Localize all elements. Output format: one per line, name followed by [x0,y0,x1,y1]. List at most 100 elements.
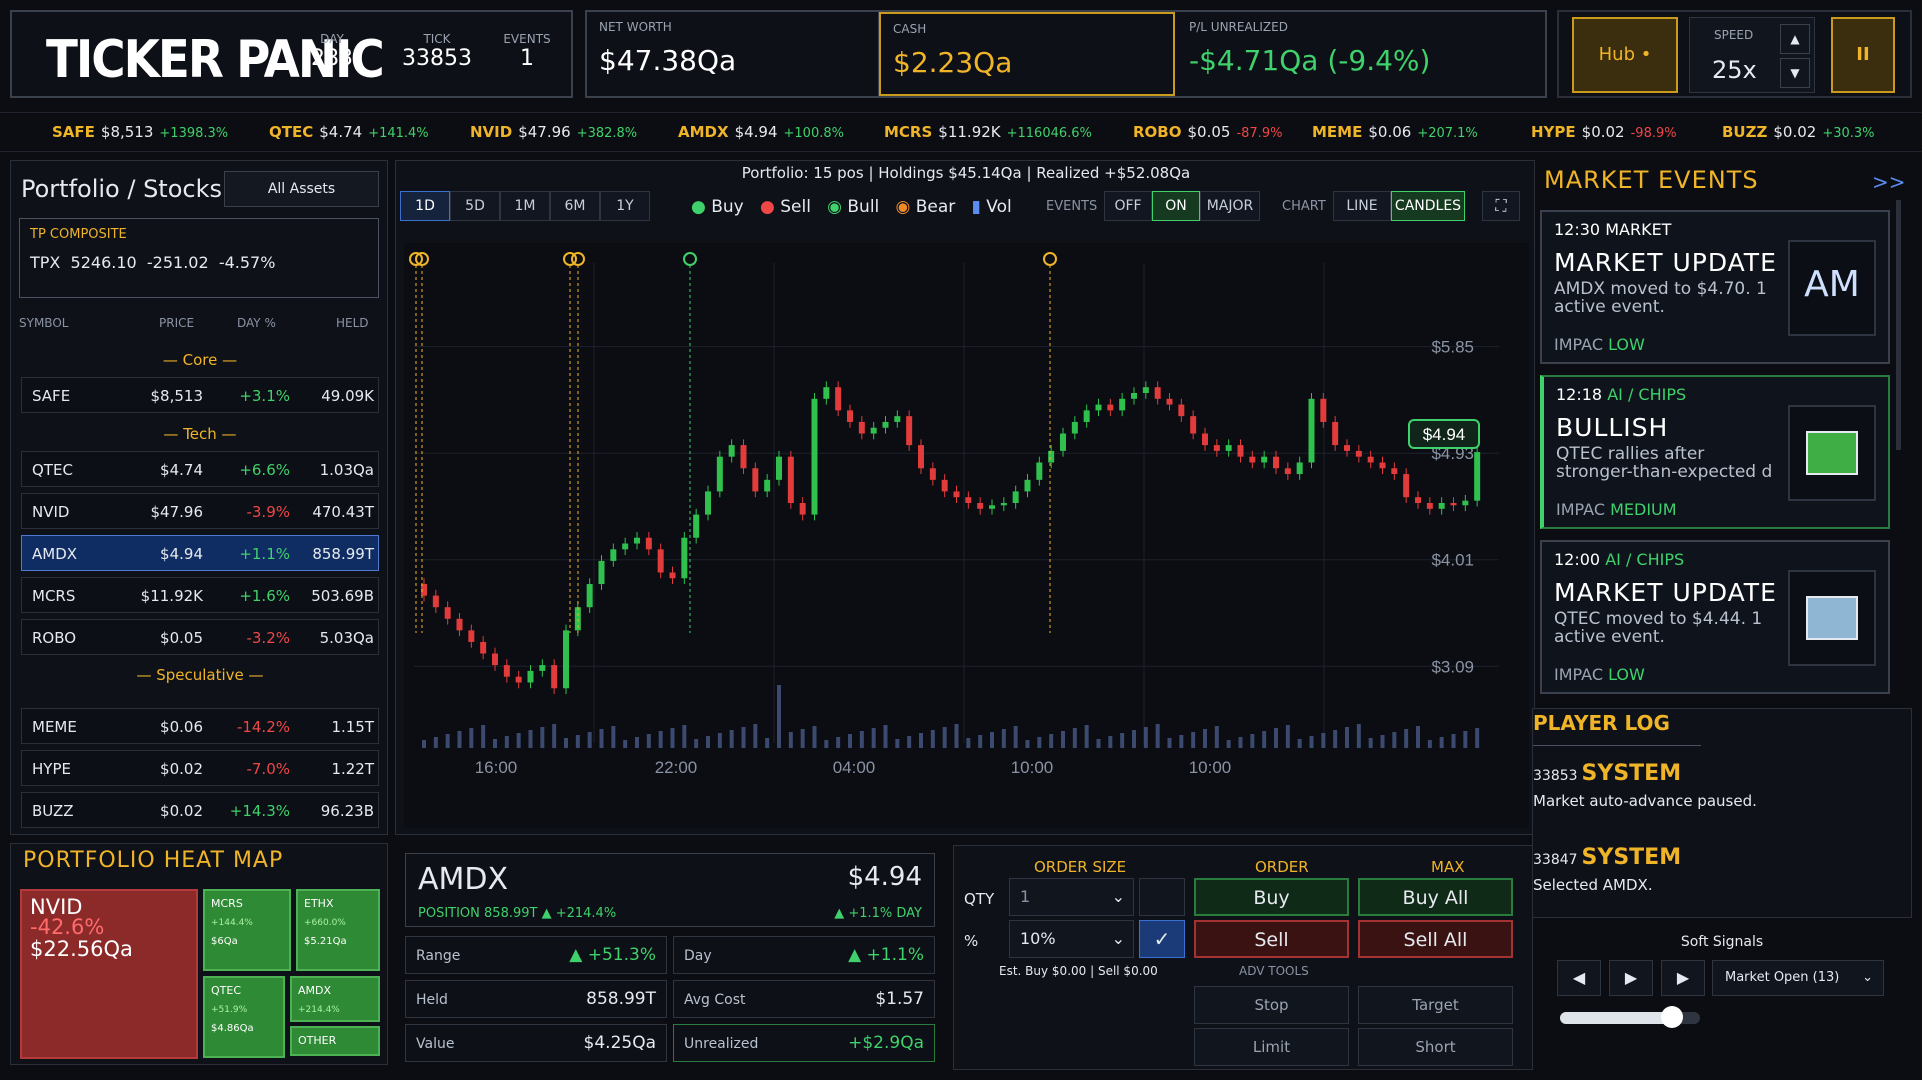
chart-candles-button[interactable]: CANDLES [1391,191,1465,221]
buy-all-button[interactable]: Buy All [1358,878,1513,916]
range-6m-button[interactable]: 6M [550,191,600,221]
detail-price: $4.94 [847,862,922,892]
heat-tile-other[interactable]: OTHER [290,1026,380,1056]
stock-row-mcrs[interactable]: MCRS $11.92K +1.6% 503.69B [21,577,379,613]
stock-row-robo[interactable]: ROBO $0.05 -3.2% 5.03Qa [21,619,379,655]
day-box: Day ▲ +1.1% [673,936,935,974]
event-card[interactable]: 12:30 MARKET MARKET UPDATE AMDX moved to $… [1540,210,1890,364]
asset-filter-select[interactable]: All Assets [224,171,379,207]
stock-row-safe[interactable]: SAFE $8,513 +3.1% 49.09K [21,377,379,413]
stock-row-hype[interactable]: HYPE $0.02 -7.0% 1.22T [21,750,379,786]
next-signal-icon[interactable]: ▶ [1661,960,1705,996]
qty-checkbox[interactable] [1139,878,1185,916]
tape-item-qtec[interactable]: QTEC $4.74 +141.4% [269,123,429,141]
tape-symbol: QTEC [269,123,314,141]
event-marker-icon[interactable] [571,252,585,266]
stock-row-amdx[interactable]: AMDX $4.94 +1.1% 858.99T [21,535,379,571]
candle [989,505,995,509]
stock-row-buzz[interactable]: BUZZ $0.02 +14.3% 96.23B [21,792,379,828]
tape-item-safe[interactable]: SAFE $8,513 +1398.3% [52,123,228,141]
candle [882,421,889,428]
event-card[interactable]: 12:18 AI / CHIPS BULLISH QTEC rallies afte… [1540,375,1890,529]
heat-tile-qtec[interactable]: QTEC +51.9% $4.86Qa [203,976,285,1058]
collapse-events-button[interactable]: >> [1872,170,1906,194]
sell-all-button[interactable]: Sell All [1358,920,1513,958]
net-worth: NET WORTH $47.38Qa [587,12,879,96]
events-on-button[interactable]: ON [1152,191,1200,221]
hub-button[interactable]: Hub • [1572,17,1678,93]
event-marker-icon[interactable] [415,252,429,266]
volume-bar [504,736,509,748]
event-marker-icon[interactable] [1043,252,1057,266]
tape-item-robo[interactable]: ROBO $0.05 -87.9% [1133,123,1282,141]
short-button[interactable]: Short [1358,1028,1513,1066]
max-label: MAX [1431,858,1465,876]
detail-symbol: AMDX [418,862,509,897]
speed-down-button[interactable]: ▼ [1780,58,1810,88]
signal-select[interactable]: Market Open (13) ⌄ [1712,960,1884,996]
pause-button[interactable]: II [1831,17,1895,93]
event-marker-icon[interactable] [409,252,423,266]
tape-item-mcrs[interactable]: MCRS $11.92K +116046.6% [884,123,1092,141]
day-box-label: Day [684,948,712,964]
events-scrollbar[interactable] [1896,200,1901,450]
row-symbol: QTEC [32,461,73,479]
tape-item-buzz[interactable]: BUZZ $0.02 +30.3% [1722,123,1875,141]
volume-bar [978,735,983,748]
buy-button[interactable]: Buy [1194,878,1349,916]
prev-signal-icon[interactable]: ◀ [1557,960,1601,996]
events-off-button[interactable]: OFF [1104,191,1152,221]
volume-bar [433,737,438,748]
tape-item-amdx[interactable]: AMDX $4.94 +100.8% [678,123,844,141]
signal-slider-handle[interactable] [1661,1006,1683,1028]
heat-tile-mcrs[interactable]: MCRS +144.4% $6Qa [203,889,291,971]
unrealized-box: Unrealized +$2.9Qa [673,1024,935,1062]
volume-bar [954,724,959,748]
volume-bar [587,732,592,748]
events-major-button[interactable]: MAJOR [1200,191,1260,221]
stop-button[interactable]: Stop [1194,986,1349,1024]
fullscreen-icon[interactable]: ⛶ [1482,191,1520,221]
stock-row-meme[interactable]: MEME $0.06 -14.2% 1.15T [21,708,379,744]
tape-change: +116046.6% [1006,126,1092,141]
range-1y-button[interactable]: 1Y [600,191,650,221]
play-signal-icon[interactable]: ▶ [1609,960,1653,996]
pct-select[interactable]: 10% ⌄ [1009,920,1134,958]
candle [1415,497,1421,503]
range-1m-button[interactable]: 1M [500,191,550,221]
sell-button[interactable]: Sell [1194,920,1349,958]
tape-item-hype[interactable]: HYPE $0.02 -98.9% [1531,123,1677,141]
log-message: Selected AMDX. [1533,876,1653,894]
event-impact-value: MEDIUM [1610,500,1677,519]
stock-row-qtec[interactable]: QTEC $4.74 +6.6% 1.03Qa [21,451,379,487]
tape-item-meme[interactable]: MEME $0.06 +207.1% [1312,123,1478,141]
range-1d-button[interactable]: 1D [400,191,450,221]
volume-bar [1356,724,1361,748]
tape-symbol: AMDX [678,123,729,141]
limit-button[interactable]: Limit [1194,1028,1349,1066]
check-icon[interactable]: ✓ [1139,920,1185,958]
event-marker-icon[interactable] [683,252,697,266]
buy-legend-icon: ● [691,197,706,217]
tape-item-nvid[interactable]: NVID $47.96 +382.8% [470,123,637,141]
row-price: $4.74 [160,461,203,479]
candle [1060,433,1066,451]
heat-tile-nvid[interactable]: NVID -42.6% $22.56Qa [20,889,198,1059]
volume-bar [564,738,568,748]
speed-up-button[interactable]: ▲ [1780,24,1810,54]
qty-select[interactable]: 1 ⌄ [1009,878,1134,916]
volume-bar [1226,740,1231,748]
volume-bar [1203,729,1207,748]
heat-tile-ethx[interactable]: ETHX +660.0% $5.21Qa [296,889,380,971]
heat-tile-amdx[interactable]: AMDX +214.4% [290,976,380,1022]
chart-line-button[interactable]: LINE [1333,191,1391,221]
stock-row-nvid[interactable]: NVID $47.96 -3.9% 470.43T [21,493,379,529]
target-button[interactable]: Target [1358,986,1513,1024]
range-5d-button[interactable]: 5D [450,191,500,221]
candle [1012,491,1019,503]
event-marker-icon[interactable] [563,252,577,266]
event-card[interactable]: 12:00 AI / CHIPS MARKET UPDATE QTEC moved … [1540,540,1890,694]
row-day-change: -3.9% [246,503,290,521]
candle [1426,503,1433,509]
